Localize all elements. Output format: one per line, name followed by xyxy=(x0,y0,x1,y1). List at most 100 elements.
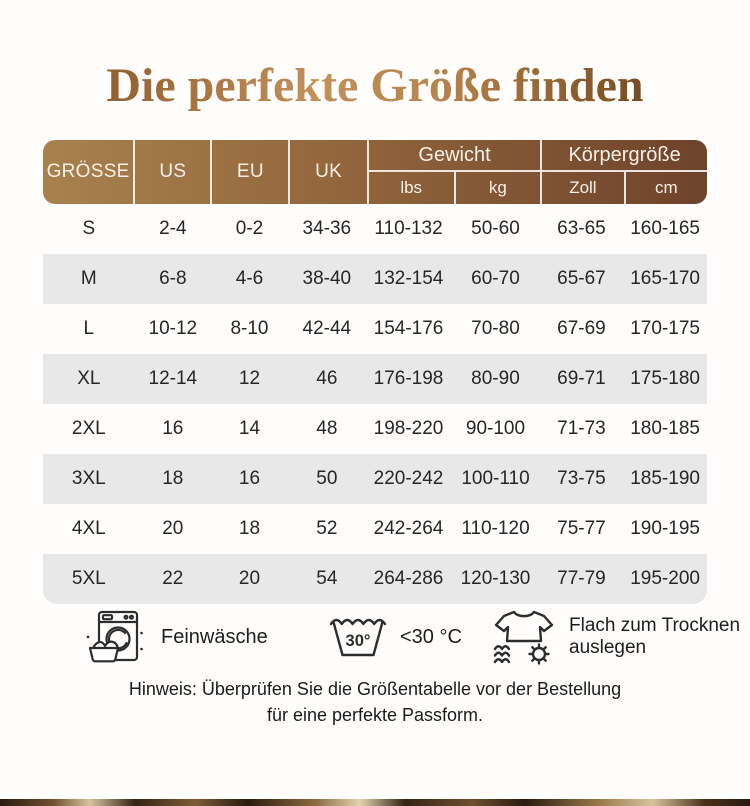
care-instructions: Feinwäsche 30° <30 °C Flach zum Trocknen xyxy=(0,603,750,671)
cell-uk: 50 xyxy=(316,468,338,489)
header-eu: EU xyxy=(212,140,291,204)
bottom-gradient-bar xyxy=(0,799,750,806)
cell-size: M xyxy=(80,268,97,289)
table-row-2xl: 2XL 16 14 48 198-220 90-100 71-73 180-18… xyxy=(43,404,707,454)
table-row-xl: XL 12-14 12 46 176-198 80-90 69-71 175-1… xyxy=(43,354,707,404)
cell-us: 6-8 xyxy=(159,268,187,289)
order-note-line1: Hinweis: Überprüfen Sie die Größentabell… xyxy=(128,679,622,699)
cell-cm: 170-175 xyxy=(630,318,700,339)
cell-us: 16 xyxy=(162,418,184,439)
cell-zoll: 65-67 xyxy=(557,268,606,289)
cell-lbs: 154-176 xyxy=(373,318,444,339)
care-label-wash-temp: <30 °C xyxy=(400,625,462,648)
cell-us: 18 xyxy=(162,468,184,489)
order-note: Hinweis: Überprüfen Sie die Größentabell… xyxy=(0,676,750,728)
cell-kg: 110-120 xyxy=(461,518,530,539)
cell-uk: 54 xyxy=(316,568,338,589)
cell-eu: 4-6 xyxy=(235,268,264,289)
cell-us: 22 xyxy=(162,568,184,589)
cell-lbs: 220-242 xyxy=(373,468,444,489)
cell-zoll: 67-69 xyxy=(557,318,606,339)
header-kg: kg xyxy=(488,178,507,197)
header-zoll: Zoll xyxy=(542,172,626,204)
cell-cm: 185-190 xyxy=(630,468,700,489)
care-item-gentle-wash: Feinwäsche xyxy=(84,607,268,667)
cell-lbs: 176-198 xyxy=(373,368,444,389)
washing-machine-icon xyxy=(86,610,143,663)
cell-kg: 120-130 xyxy=(460,568,531,589)
cell-uk: 52 xyxy=(316,518,338,539)
cell-eu: 0-2 xyxy=(235,218,264,239)
cell-kg: 100-110 xyxy=(461,468,530,489)
cell-lbs: 110-132 xyxy=(374,218,443,239)
table-header: GRÖSSE US EU UK Gewicht lbs kg Körpergrö… xyxy=(43,140,707,204)
cell-kg: 60-70 xyxy=(471,268,520,289)
cell-us: 10-12 xyxy=(148,318,198,339)
cell-uk: 38-40 xyxy=(302,268,352,289)
table-row-l: L 10-12 8-10 42-44 154-176 70-80 67-69 1… xyxy=(43,304,707,354)
header-height-label: Körpergröße xyxy=(542,140,707,172)
cell-uk: 46 xyxy=(316,368,338,389)
cell-size: L xyxy=(83,318,95,339)
cell-cm: 160-165 xyxy=(630,218,700,239)
care-label-flat-dry-line1: Flach zum Trocknen xyxy=(569,615,741,636)
cell-zoll: 63-65 xyxy=(557,218,606,239)
cell-lbs: 132-154 xyxy=(373,268,444,289)
header-uk: UK xyxy=(290,140,369,204)
cell-uk: 34-36 xyxy=(302,218,352,239)
header-size: GRÖSSE xyxy=(43,140,136,204)
care-label-flat-dry-line2: auslegen xyxy=(569,637,647,658)
table-row-m: M 6-8 4-6 38-40 132-154 60-70 65-67 165-… xyxy=(43,254,707,304)
cell-cm: 180-185 xyxy=(630,418,700,439)
cell-us: 20 xyxy=(162,518,184,539)
cell-kg: 80-90 xyxy=(471,368,520,389)
cell-eu: 12 xyxy=(238,368,261,389)
cell-eu: 20 xyxy=(238,568,261,589)
header-height-group: Körpergröße Zoll cm xyxy=(542,140,707,204)
cell-eu: 18 xyxy=(238,518,261,539)
header-cm: cm xyxy=(654,178,678,197)
table-row-4xl: 4XL 20 18 52 242-264 110-120 75-77 190-1… xyxy=(43,504,707,554)
size-table: GRÖSSE US EU UK Gewicht lbs kg Körpergrö… xyxy=(43,140,707,604)
cell-eu: 16 xyxy=(238,468,261,489)
cell-cm: 165-170 xyxy=(630,268,700,289)
cell-zoll: 71-73 xyxy=(557,418,606,439)
page-title: Die perfekte Größe finden xyxy=(0,58,750,114)
cell-size: 4XL xyxy=(71,518,106,539)
care-label-flat-dry: Flach zum Trocknen auslegen xyxy=(569,615,740,659)
table-row-5xl: 5XL 22 20 54 264-286 120-130 77-79 195-2… xyxy=(43,554,707,604)
cell-eu: 14 xyxy=(238,418,261,439)
cell-cm: 175-180 xyxy=(630,368,700,389)
cell-kg: 90-100 xyxy=(465,418,526,439)
cell-size: 3XL xyxy=(71,468,106,489)
cell-uk: 42-44 xyxy=(302,318,352,339)
wash-temp-value: 30° xyxy=(346,632,371,650)
cell-zoll: 77-79 xyxy=(557,568,606,589)
header-weight-group: Gewicht lbs kg xyxy=(368,140,543,204)
wash-tub-30-icon: 30° xyxy=(329,618,387,657)
cell-cm: 195-200 xyxy=(630,568,700,589)
care-item-wash-temp: 30° <30 °C xyxy=(329,614,462,660)
cell-us: 12-14 xyxy=(148,368,198,389)
cell-zoll: 69-71 xyxy=(557,368,606,389)
header-us: US xyxy=(135,140,213,204)
cell-lbs: 198-220 xyxy=(373,418,444,439)
order-note-line2: für eine perfekte Passform. xyxy=(266,705,484,725)
cell-size: 5XL xyxy=(71,568,106,589)
cell-kg: 70-80 xyxy=(471,318,520,339)
cell-lbs: 264-286 xyxy=(373,568,444,589)
cell-eu: 8-10 xyxy=(230,318,269,339)
cell-kg: 50-60 xyxy=(471,218,520,239)
cell-uk: 48 xyxy=(316,418,338,439)
cell-size: 2XL xyxy=(71,418,106,439)
header-lbs: lbs xyxy=(369,172,456,204)
header-weight-label: Gewicht xyxy=(368,140,541,172)
care-label-gentle-wash: Feinwäsche xyxy=(161,625,268,648)
care-item-flat-dry: Flach zum Trocknen auslegen xyxy=(492,608,740,666)
cell-lbs: 242-264 xyxy=(373,518,444,539)
cell-size: S xyxy=(82,218,96,239)
cell-cm: 190-195 xyxy=(630,518,700,539)
cell-zoll: 73-75 xyxy=(557,468,606,489)
cell-zoll: 75-77 xyxy=(557,518,606,539)
table-row-s: S 2-4 0-2 34-36 110-132 50-60 63-65 160-… xyxy=(43,204,707,254)
